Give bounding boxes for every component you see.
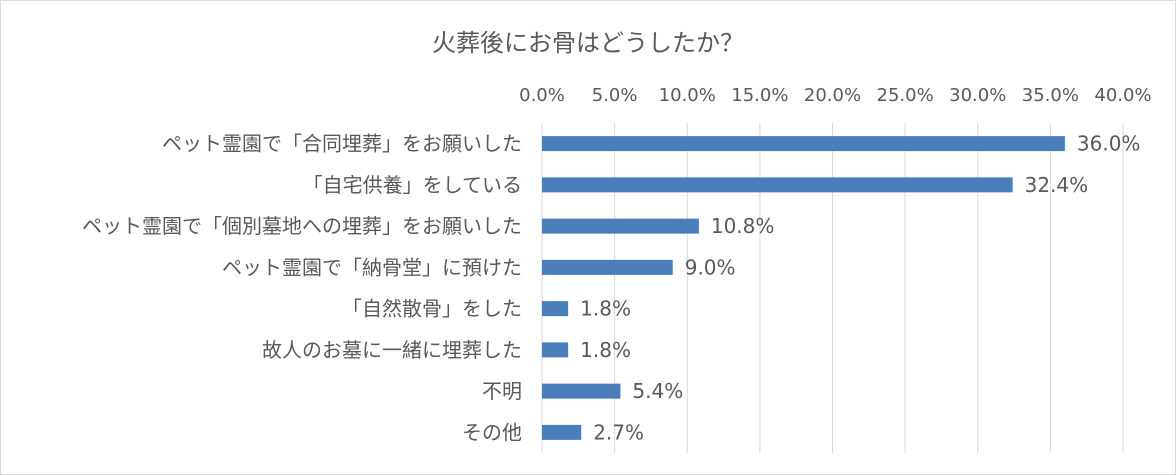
data-label: 32.4% bbox=[1025, 173, 1089, 197]
bar bbox=[542, 383, 621, 399]
data-label: 9.0% bbox=[685, 255, 736, 279]
category-label: 不明 bbox=[482, 379, 522, 403]
x-tick-label: 30.0% bbox=[949, 85, 1006, 106]
x-tick-label: 20.0% bbox=[804, 85, 861, 106]
x-tick-label: 35.0% bbox=[1022, 85, 1079, 106]
x-tick-label: 15.0% bbox=[731, 85, 788, 106]
category-label: ペット霊園で「納骨堂」に預けた bbox=[222, 255, 522, 279]
bars bbox=[542, 136, 1065, 440]
x-tick-label: 0.0% bbox=[519, 85, 565, 106]
data-label: 36.0% bbox=[1077, 132, 1141, 156]
category-label: ペット霊園で「合同埋葬」をお願いした bbox=[162, 132, 522, 156]
data-label: 1.8% bbox=[580, 338, 631, 362]
category-label: 「自然散骨」をした bbox=[342, 297, 522, 321]
data-label: 1.8% bbox=[580, 297, 631, 321]
category-labels: ペット霊園で「合同埋葬」をお願いした「自宅供養」をしているペット霊園で「個別墓地… bbox=[82, 132, 522, 445]
x-tick-label: 5.0% bbox=[592, 85, 638, 106]
data-label: 2.7% bbox=[593, 420, 644, 444]
x-tick-label: 25.0% bbox=[877, 85, 934, 106]
x-tick-label: 10.0% bbox=[659, 85, 716, 106]
data-labels: 36.0%32.4%10.8%9.0%1.8%1.8%5.4%2.7% bbox=[580, 132, 1140, 445]
data-label: 5.4% bbox=[632, 379, 683, 403]
category-label: 「自宅供養」をしている bbox=[303, 173, 522, 197]
bar bbox=[542, 301, 569, 317]
category-label: ペット霊園で「個別墓地への埋葬」をお願いした bbox=[82, 214, 522, 238]
category-label: 故人のお墓に一緒に埋葬した bbox=[262, 338, 522, 362]
category-label: その他 bbox=[462, 420, 522, 444]
bar bbox=[542, 177, 1013, 193]
x-tick-label: 40.0% bbox=[1094, 85, 1151, 106]
x-axis-ticks: 0.0% 5.0% 10.0% 15.0% 20.0% 25.0% 30.0% 35.0% 40… bbox=[519, 85, 1151, 106]
bar bbox=[542, 136, 1065, 152]
data-label: 10.8% bbox=[711, 214, 775, 238]
bar bbox=[542, 259, 673, 275]
bar bbox=[542, 424, 582, 440]
bar bbox=[542, 218, 699, 234]
bar bbox=[542, 342, 569, 358]
chart-title: 火葬後にお骨はどうしたか？ bbox=[432, 29, 744, 57]
